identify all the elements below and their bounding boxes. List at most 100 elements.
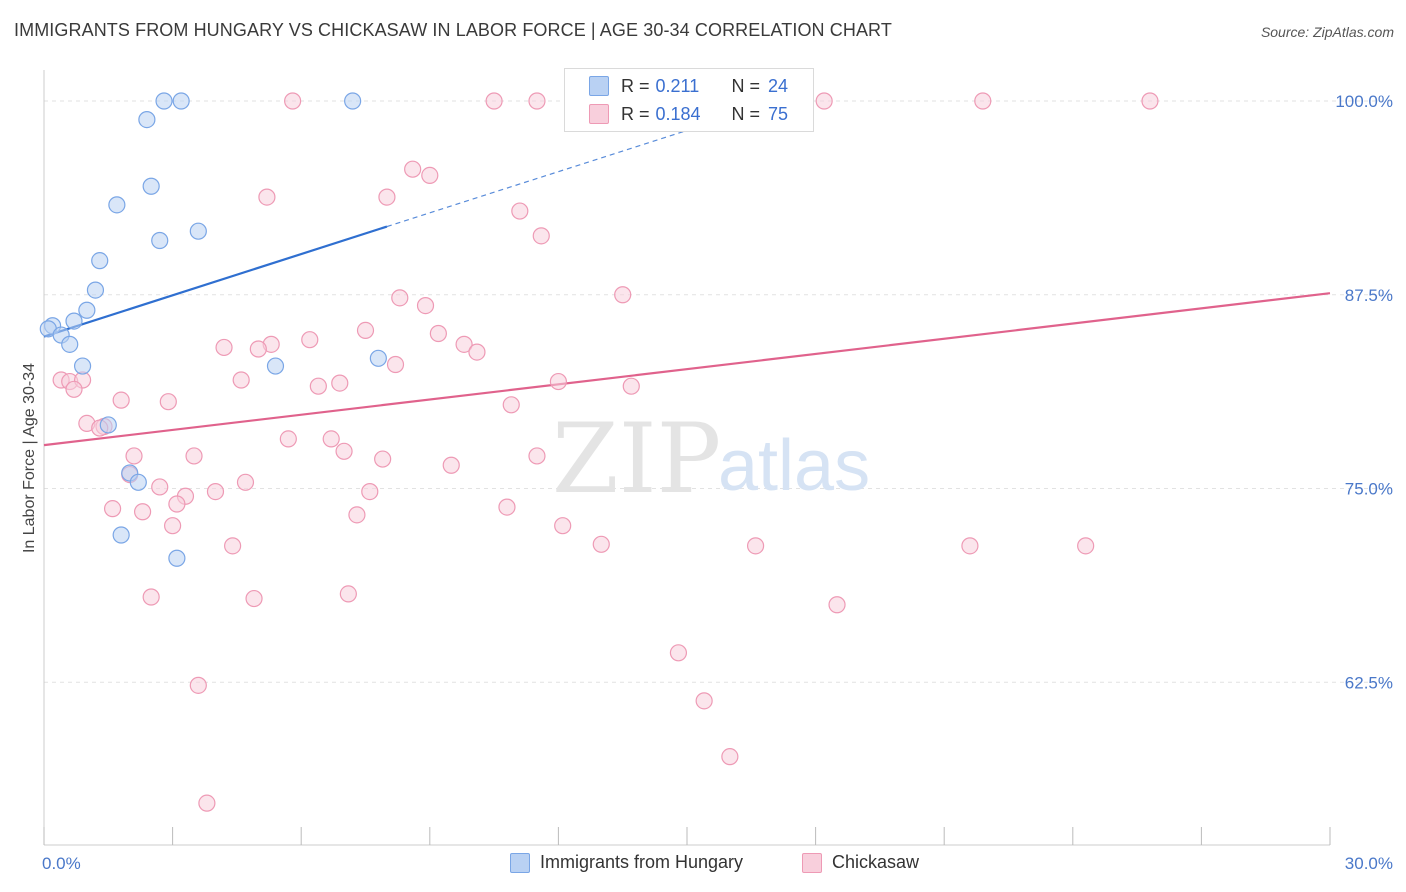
trend-line-extension-hungary — [386, 129, 688, 228]
hungary-point — [91, 252, 109, 270]
chickasaw-point — [168, 495, 186, 513]
legend-n-label: N = — [731, 75, 761, 96]
x-tick-label: 0.0% — [42, 854, 81, 873]
bottom-legend-swatch-hungary — [510, 852, 530, 873]
legend-n-value: 75 — [768, 103, 789, 124]
chickasaw-point — [215, 338, 233, 357]
chickasaw-point — [828, 596, 846, 614]
chickasaw-point — [279, 430, 297, 448]
hungary-point — [61, 335, 79, 353]
chickasaw-point — [185, 447, 203, 465]
legend-r-label: R = — [621, 103, 650, 124]
chickasaw-point — [614, 286, 632, 304]
hungary-point — [172, 92, 190, 110]
chickasaw-point — [815, 92, 833, 110]
chickasaw-point — [721, 748, 739, 766]
hungary-point — [108, 196, 126, 214]
chickasaw-point — [502, 396, 520, 414]
bottom-legend-label-chickasaw: Chickasaw — [832, 852, 920, 872]
hungary-point — [142, 177, 160, 195]
trend-lines — [43, 129, 1331, 447]
chickasaw-point — [232, 371, 250, 389]
chickasaw-point — [974, 92, 992, 110]
hungary-point — [86, 281, 105, 299]
chickasaw-point — [236, 473, 255, 491]
hungary-point — [129, 473, 147, 491]
chickasaw-point — [339, 585, 357, 603]
legend-r-label: R = — [621, 75, 650, 96]
legend-swatch-hungary — [589, 76, 609, 96]
chickasaw-point — [159, 393, 177, 411]
hungary-point — [189, 222, 207, 240]
chickasaw-point — [549, 372, 568, 391]
legend-row-hungary: R = 0.211 N = 24 — [565, 72, 788, 100]
watermark-zip: ZIP — [552, 403, 721, 515]
chickasaw-point — [335, 442, 353, 460]
legend-r-value: 0.184 — [655, 103, 701, 124]
chickasaw-point — [528, 92, 546, 110]
chickasaw-point — [309, 377, 327, 395]
chickasaw-point — [198, 794, 216, 812]
trend-line-hungary — [43, 225, 388, 338]
chickasaw-point — [322, 430, 340, 448]
chickasaw-point — [112, 391, 130, 409]
chickasaw-point — [331, 374, 349, 392]
chickasaw-point — [224, 537, 242, 555]
source-label: Source: ZipAtlas.com — [1260, 24, 1394, 40]
legend-swatch-chickasaw — [589, 104, 609, 124]
hungary-point — [138, 110, 156, 129]
y-tick-label: 62.5% — [1345, 673, 1393, 692]
y-axis-label: In Labor Force | Age 30-34 — [21, 363, 38, 553]
bottom-legend-swatch-chickasaw — [802, 852, 822, 873]
chickasaw-point — [378, 188, 396, 206]
legend-row-chickasaw: R = 0.184 N = 75 — [565, 100, 788, 128]
chickasaw-point — [125, 447, 143, 465]
correlation-legend: R = 0.211 N = 24 R = 0.184 N = 75 — [564, 68, 814, 132]
chickasaw-point — [404, 160, 422, 178]
bottom-legend-hungary: Immigrants from Hungary — [510, 852, 743, 873]
chickasaw-point — [386, 355, 405, 374]
chickasaw-point — [151, 478, 169, 496]
chickasaw-point — [669, 644, 688, 662]
chart-title: IMMIGRANTS FROM HUNGARY VS CHICKASAW IN … — [14, 20, 892, 40]
chickasaw-point — [301, 331, 319, 349]
chickasaw-point — [356, 321, 375, 339]
chickasaw-point — [133, 503, 152, 521]
chickasaw-point — [498, 498, 516, 516]
bottom-legend-chickasaw: Chickasaw — [802, 852, 919, 873]
chickasaw-point — [249, 340, 267, 358]
hungary-point — [369, 349, 387, 367]
y-tick-label: 87.5% — [1345, 286, 1393, 305]
trend-line-chickasaw — [43, 292, 1331, 447]
chickasaw-point — [429, 324, 447, 343]
chickasaw-point — [442, 456, 460, 474]
chickasaw-point — [164, 517, 182, 535]
chickasaw-point — [746, 537, 765, 555]
hungary-point — [155, 92, 173, 110]
chickasaw-point — [258, 188, 276, 206]
chickasaw-point — [65, 380, 83, 398]
chickasaw-point — [348, 506, 366, 524]
chickasaw-point — [554, 517, 572, 535]
chickasaw-point — [695, 692, 713, 710]
data-points — [39, 92, 1159, 812]
axes — [43, 70, 1331, 846]
hungary-point — [168, 549, 186, 567]
chickasaw-point — [532, 227, 550, 245]
tick-labels: 100.0% 87.5% 75.0% 62.5% 0.0% 30.0% — [42, 92, 1393, 873]
hungary-point — [344, 92, 362, 110]
legend-n-value: 24 — [768, 75, 789, 96]
chickasaw-point — [961, 537, 979, 555]
y-tick-label: 75.0% — [1345, 480, 1393, 499]
legend-r-value: 0.211 — [655, 75, 700, 96]
chickasaw-point — [1077, 537, 1095, 555]
chickasaw-point — [511, 202, 529, 220]
chickasaw-point — [485, 92, 503, 110]
chickasaw-point — [622, 377, 640, 395]
hungary-point — [99, 416, 117, 434]
chickasaw-point — [361, 483, 379, 501]
chickasaw-point — [189, 676, 207, 694]
watermark-atlas: atlas — [718, 426, 870, 506]
chickasaw-point — [142, 588, 160, 606]
